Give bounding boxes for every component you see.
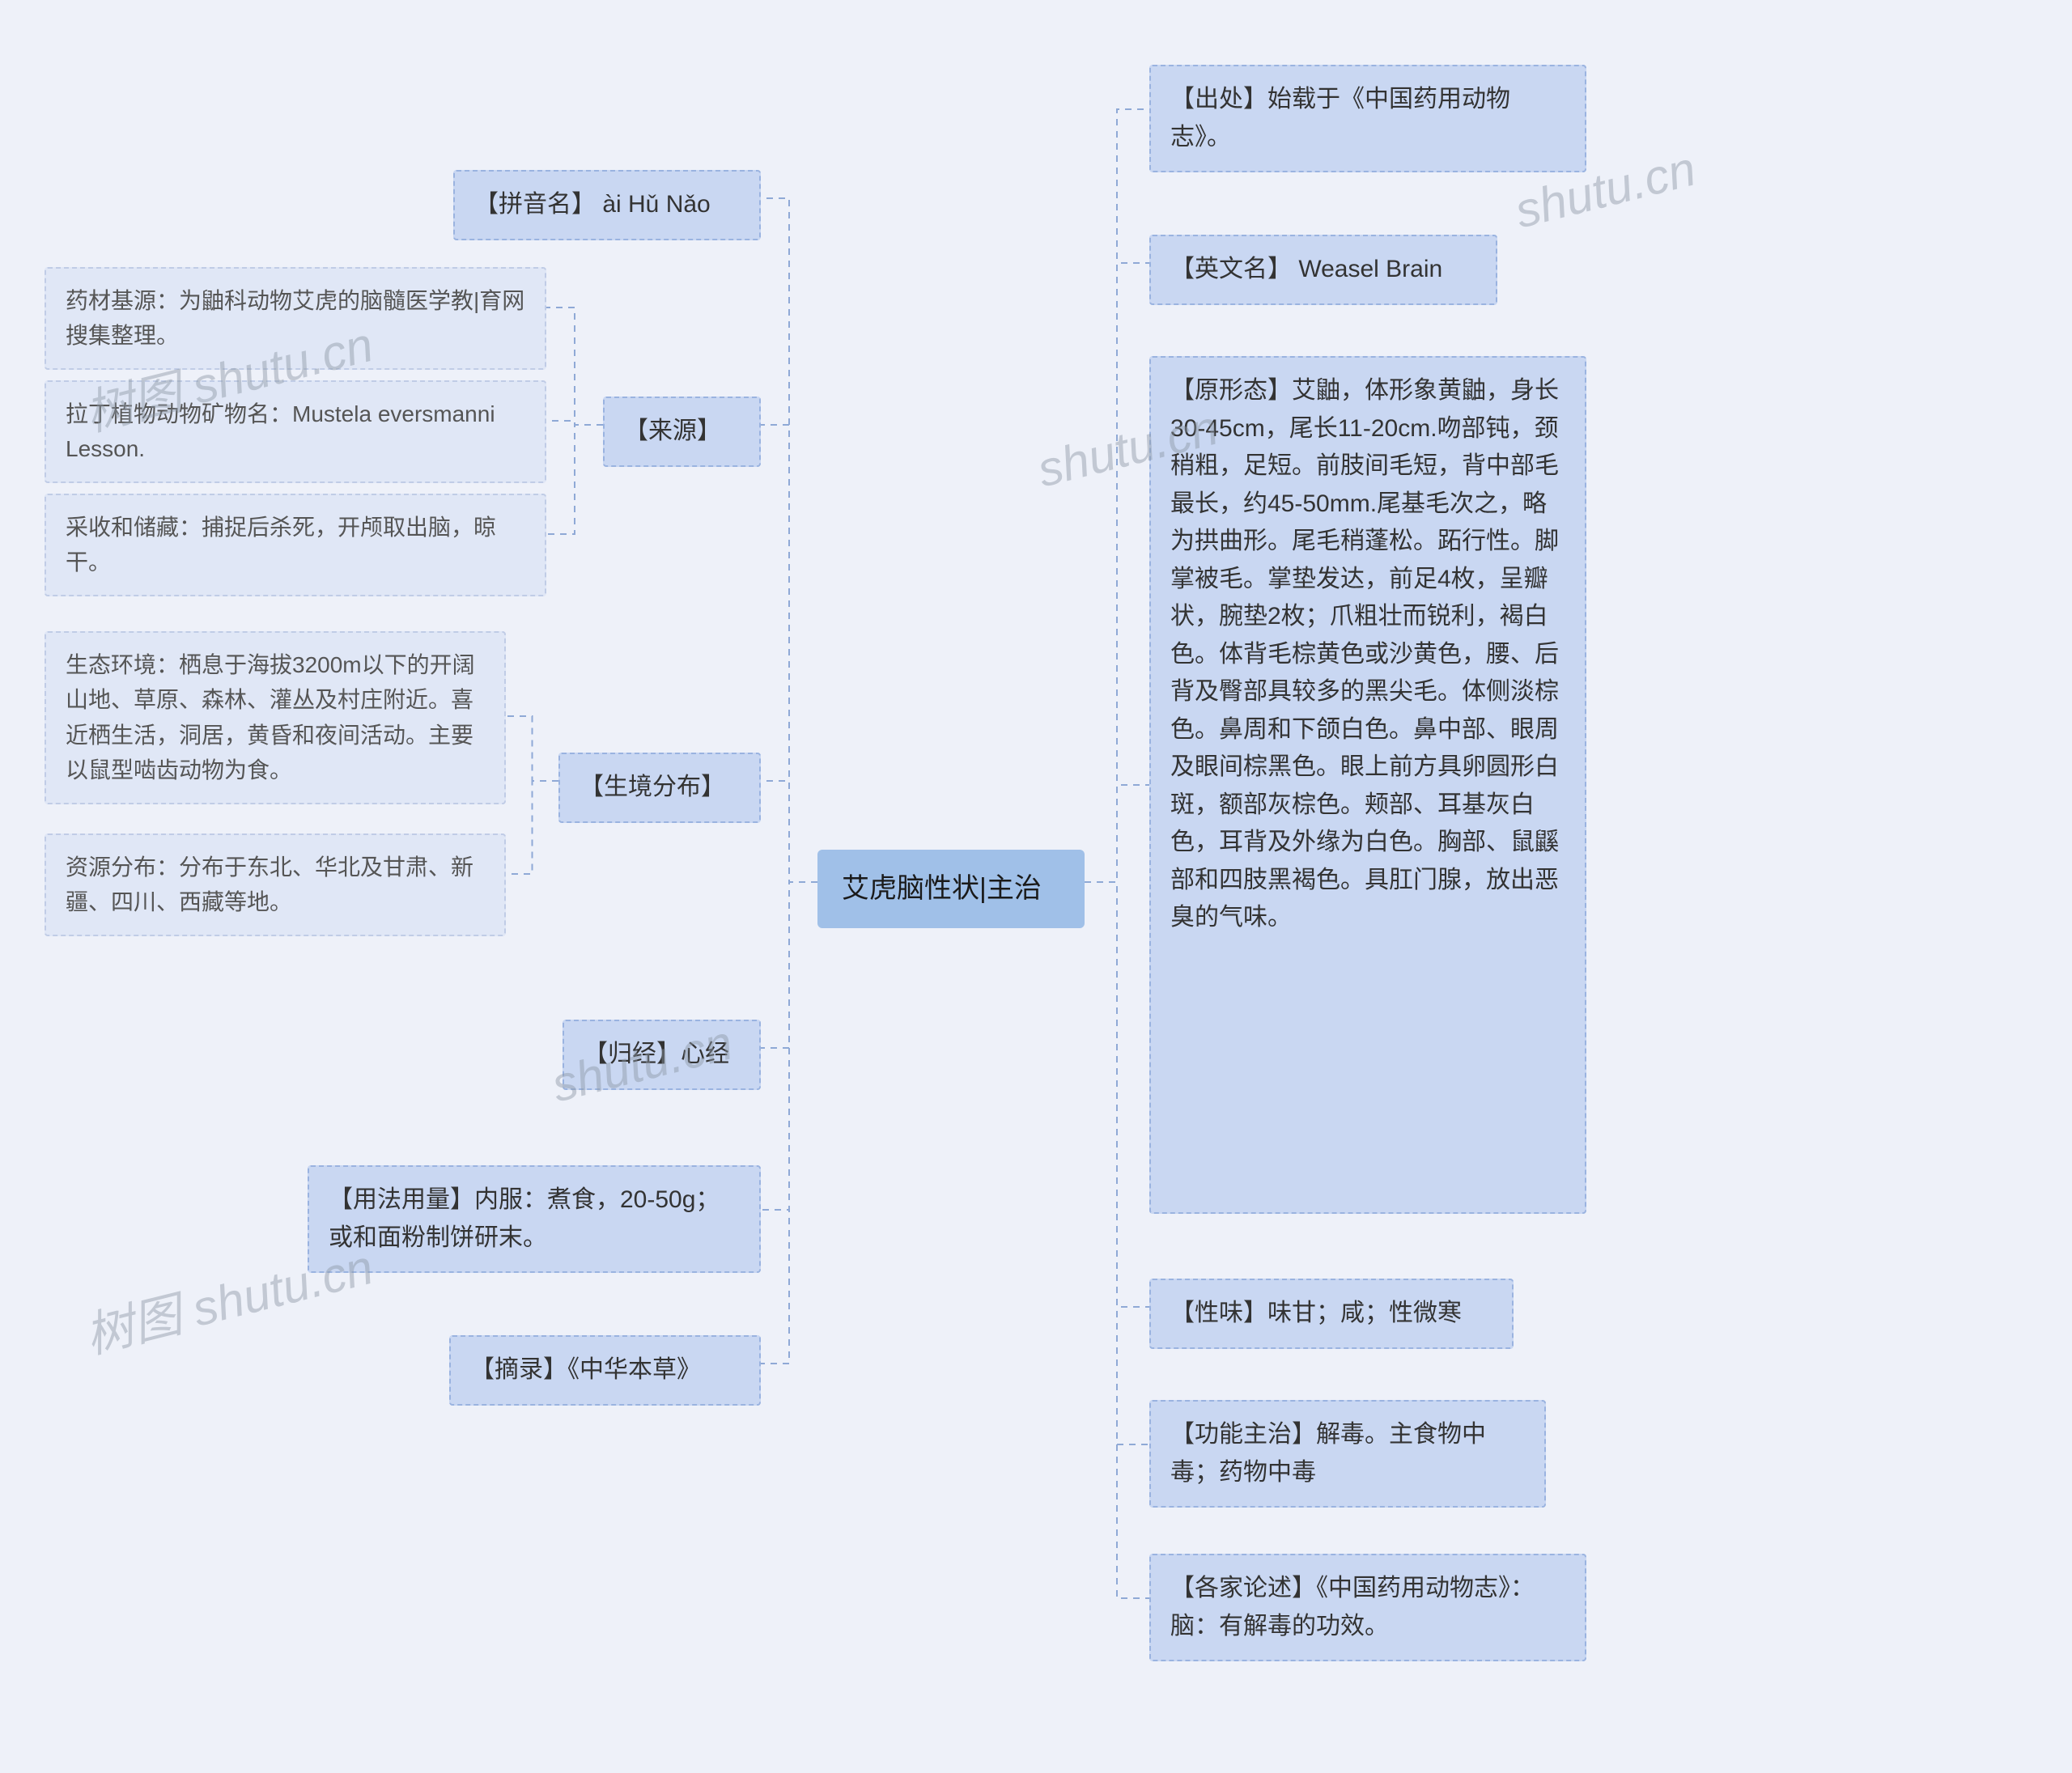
leaf-shengjing-1: 资源分布：分布于东北、华北及甘肃、新疆、四川、西藏等地。 — [45, 833, 506, 936]
leaf-laiyuan-2: 采收和储藏：捕捉后杀死，开颅取出脑，晾干。 — [45, 494, 546, 596]
branch-guijing: 【归经】心经 — [563, 1020, 761, 1090]
branch-yingwen: 【英文名】 Weasel Brain — [1149, 235, 1497, 305]
branch-laiyuan: 【来源】 — [603, 397, 761, 467]
leaf-laiyuan-1: 拉丁植物动物矿物名：Mustela eversmanni Lesson. — [45, 380, 546, 483]
leaf-shengjing-0: 生态环境：栖息于海拔3200m以下的开阔山地、草原、森林、灌丛及村庄附近。喜近栖… — [45, 631, 506, 804]
branch-zhailu: 【摘录】《中华本草》 — [449, 1335, 761, 1406]
leaf-laiyuan-0: 药材基源：为鼬科动物艾虎的脑髓医学教|育网搜集整理。 — [45, 267, 546, 370]
branch-chuchu: 【出处】始载于《中国药用动物志》。 — [1149, 65, 1586, 172]
root-node: 艾虎脑性状|主治 — [817, 850, 1085, 928]
branch-shengjing: 【生境分布】 — [558, 753, 761, 823]
branch-xingwei: 【性味】味甘；咸；性微寒 — [1149, 1279, 1514, 1349]
branch-gongneng: 【功能主治】解毒。主食物中毒；药物中毒 — [1149, 1400, 1546, 1508]
mindmap-canvas: 艾虎脑性状|主治 【拼音名】 ài Hǔ Nǎo 【来源】药材基源：为鼬科动物艾虎的… — [0, 0, 2072, 1773]
branch-gejia: 【各家论述】《中国药用动物志》：脑：有解毒的功效。 — [1149, 1554, 1586, 1661]
branch-yuanxingtai: 【原形态】艾鼬，体形象黄鼬，身长30-45cm，尾长11-20cm.吻部钝，颈稍… — [1149, 356, 1586, 1214]
branch-yongfa: 【用法用量】内服：煮食，20-50g；或和面粉制饼研末。 — [308, 1165, 761, 1273]
branch-pinyin: 【拼音名】 ài Hǔ Nǎo — [453, 170, 761, 240]
